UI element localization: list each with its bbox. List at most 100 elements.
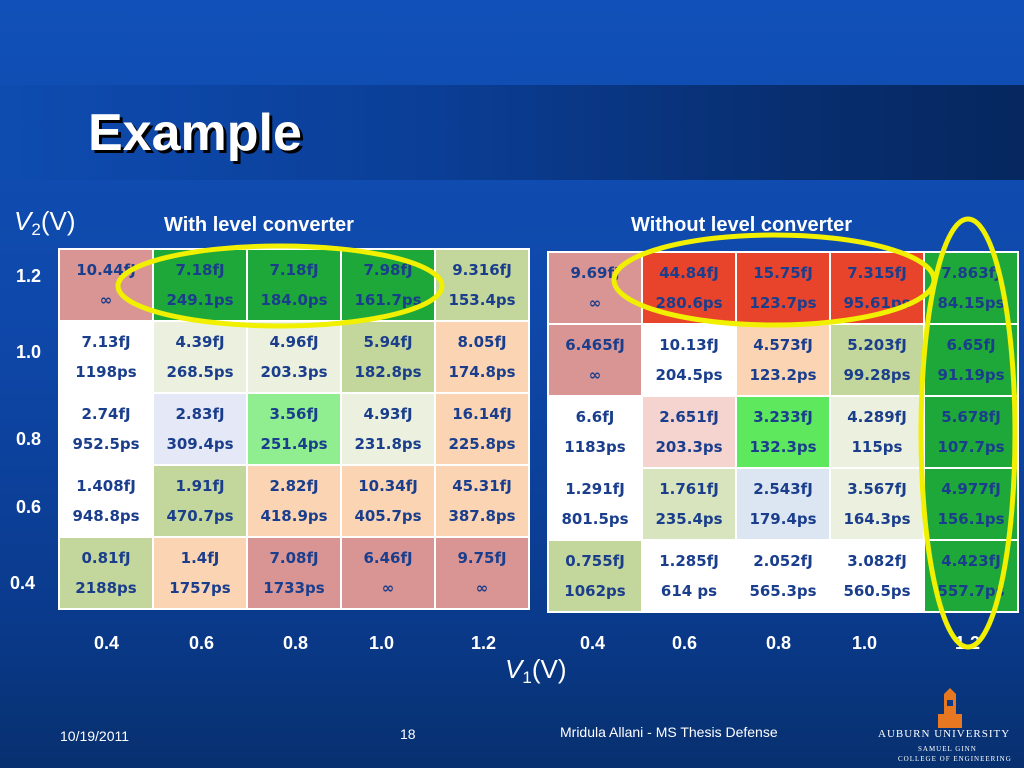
energy-value: 7.18fJ bbox=[269, 261, 319, 279]
delay-value: 164.3ps bbox=[843, 510, 911, 528]
delay-value: 123.2ps bbox=[749, 366, 817, 384]
left-table-cell: 4.93fJ 231.8ps bbox=[340, 392, 436, 466]
energy-value: 9.316fJ bbox=[452, 261, 512, 279]
delay-value: ∞ bbox=[475, 579, 489, 597]
energy-value: 1.91fJ bbox=[175, 477, 225, 495]
energy-value: 2.82fJ bbox=[269, 477, 319, 495]
delay-value: 161.7ps bbox=[354, 291, 422, 309]
left-table-cell: 16.14fJ 225.8ps bbox=[434, 392, 530, 466]
right-table-cell: 2.651fJ 203.3ps bbox=[641, 395, 737, 469]
row-tick-0.8: 0.8 bbox=[16, 429, 42, 449]
energy-value: 10.13fJ bbox=[659, 336, 719, 354]
delay-value: 156.1ps bbox=[937, 510, 1005, 528]
delay-value: 203.3ps bbox=[655, 438, 723, 456]
energy-value: 6.6fJ bbox=[575, 408, 615, 426]
logo-subtitle-2: COLLEGE OF ENGINEERING bbox=[898, 755, 1012, 763]
delay-value: 174.8ps bbox=[448, 363, 516, 381]
energy-value: 2.83fJ bbox=[175, 405, 225, 423]
left-table-cell: 7.98fJ 161.7ps bbox=[340, 248, 436, 322]
right-table-row: 6.6fJ 1183ps 2.651fJ 203.3ps 3.233fJ 132.3ps 4… bbox=[547, 395, 1019, 469]
left-table-cell: 6.46fJ ∞ bbox=[340, 536, 436, 610]
left-table-cell: 7.18fJ 249.1ps bbox=[152, 248, 248, 322]
table-with-converter: 10.44fJ ∞ 7.18fJ 249.1ps 7.18fJ 184.0ps 7.98fJ… bbox=[58, 248, 530, 610]
energy-value: 16.14fJ bbox=[452, 405, 512, 423]
energy-value: 6.46fJ bbox=[363, 549, 413, 567]
energy-value: 44.84fJ bbox=[659, 264, 719, 282]
delay-value: 225.8ps bbox=[448, 435, 516, 453]
right-table-cell: 4.977fJ 156.1ps bbox=[923, 467, 1019, 541]
left-table-cell: 10.44fJ ∞ bbox=[58, 248, 154, 322]
right-table-row: 6.465fJ ∞ 10.13fJ 204.5ps 4.573fJ 123.2ps 5.20… bbox=[547, 323, 1019, 397]
energy-value: 4.96fJ bbox=[269, 333, 319, 351]
left-table-cell: 4.96fJ 203.3ps bbox=[246, 320, 342, 394]
logo-university-name: AUBURN UNIVERSITY bbox=[878, 728, 1011, 740]
energy-value: 4.977fJ bbox=[941, 480, 1001, 498]
y-axis-label: V2(V) bbox=[14, 206, 76, 239]
energy-value: 2.052fJ bbox=[753, 552, 813, 570]
delay-value: 95.61ps bbox=[843, 294, 911, 312]
left-table-cell: 7.13fJ 1198ps bbox=[58, 320, 154, 394]
delay-value: 418.9ps bbox=[260, 507, 328, 525]
delay-value: 560.5ps bbox=[843, 582, 911, 600]
title-band bbox=[0, 85, 1024, 180]
right-table-cell: 5.678fJ 107.7ps bbox=[923, 395, 1019, 469]
left-table-row: 10.44fJ ∞ 7.18fJ 249.1ps 7.18fJ 184.0ps 7.98fJ… bbox=[58, 248, 530, 322]
right-table-cell: 4.423fJ 557.7ps bbox=[923, 539, 1019, 613]
energy-value: 3.56fJ bbox=[269, 405, 319, 423]
delay-value: 249.1ps bbox=[166, 291, 234, 309]
delay-value: 268.5ps bbox=[166, 363, 234, 381]
left-table-cell: 5.94fJ 182.8ps bbox=[340, 320, 436, 394]
delay-value: 231.8ps bbox=[354, 435, 422, 453]
delay-value: 115ps bbox=[851, 438, 903, 456]
col-tick-left-0: 0.4 bbox=[94, 633, 120, 653]
left-table-cell: 8.05fJ 174.8ps bbox=[434, 320, 530, 394]
right-table-cell: 3.082fJ 560.5ps bbox=[829, 539, 925, 613]
slide-title: Example bbox=[88, 104, 302, 162]
energy-value: 0.755fJ bbox=[565, 552, 625, 570]
energy-value: 2.543fJ bbox=[753, 480, 813, 498]
auburn-tower-logo bbox=[938, 688, 962, 728]
left-table-cell: 2.83fJ 309.4ps bbox=[152, 392, 248, 466]
right-table-cell: 2.052fJ 565.3ps bbox=[735, 539, 831, 613]
energy-value: 15.75fJ bbox=[753, 264, 813, 282]
energy-value: 7.315fJ bbox=[847, 264, 907, 282]
delay-value: 1062ps bbox=[564, 582, 626, 600]
energy-value: 45.31fJ bbox=[452, 477, 512, 495]
delay-value: ∞ bbox=[99, 291, 113, 309]
delay-value: 280.6ps bbox=[655, 294, 723, 312]
energy-value: 5.678fJ bbox=[941, 408, 1001, 426]
left-table-cell: 10.34fJ 405.7ps bbox=[340, 464, 436, 538]
caption-with-converter: With level converter bbox=[164, 214, 354, 236]
energy-value: 1.285fJ bbox=[659, 552, 719, 570]
energy-value: 9.75fJ bbox=[457, 549, 507, 567]
row-tick-1.0: 1.0 bbox=[16, 342, 42, 362]
footer-date: 10/19/2011 bbox=[60, 728, 130, 744]
left-table-cell: 3.56fJ 251.4ps bbox=[246, 392, 342, 466]
right-table-cell: 7.863fJ 84.15ps bbox=[923, 251, 1019, 325]
delay-value: 565.3ps bbox=[749, 582, 817, 600]
delay-value: ∞ bbox=[588, 294, 602, 312]
delay-value: 952.5ps bbox=[72, 435, 140, 453]
col-tick-left-3: 1.0 bbox=[369, 633, 395, 653]
delay-value: 99.28ps bbox=[843, 366, 911, 384]
left-table-cell: 1.4fJ 1757ps bbox=[152, 536, 248, 610]
right-table-cell: 3.567fJ 164.3ps bbox=[829, 467, 925, 541]
delay-value: 184.0ps bbox=[260, 291, 328, 309]
right-table-cell: 6.65fJ 91.19ps bbox=[923, 323, 1019, 397]
right-table-cell: 15.75fJ 123.7ps bbox=[735, 251, 831, 325]
left-table-cell: 45.31fJ 387.8ps bbox=[434, 464, 530, 538]
energy-value: 6.465fJ bbox=[565, 336, 625, 354]
energy-value: 4.93fJ bbox=[363, 405, 413, 423]
left-table-cell: 4.39fJ 268.5ps bbox=[152, 320, 248, 394]
right-table-cell: 1.761fJ 235.4ps bbox=[641, 467, 737, 541]
energy-value: 2.74fJ bbox=[81, 405, 131, 423]
col-tick-left-4: 1.2 bbox=[471, 633, 497, 653]
right-table-row: 0.755fJ 1062ps 1.285fJ 614 ps 2.052fJ 565.3ps… bbox=[547, 539, 1019, 613]
row-tick-1.2: 1.2 bbox=[16, 266, 42, 286]
delay-value: 91.19ps bbox=[937, 366, 1005, 384]
energy-value: 10.34fJ bbox=[358, 477, 418, 495]
delay-value: 801.5ps bbox=[561, 510, 629, 528]
row-tick-0.6: 0.6 bbox=[16, 497, 42, 517]
delay-value: 557.7ps bbox=[937, 582, 1005, 600]
energy-value: 7.08fJ bbox=[269, 549, 319, 567]
